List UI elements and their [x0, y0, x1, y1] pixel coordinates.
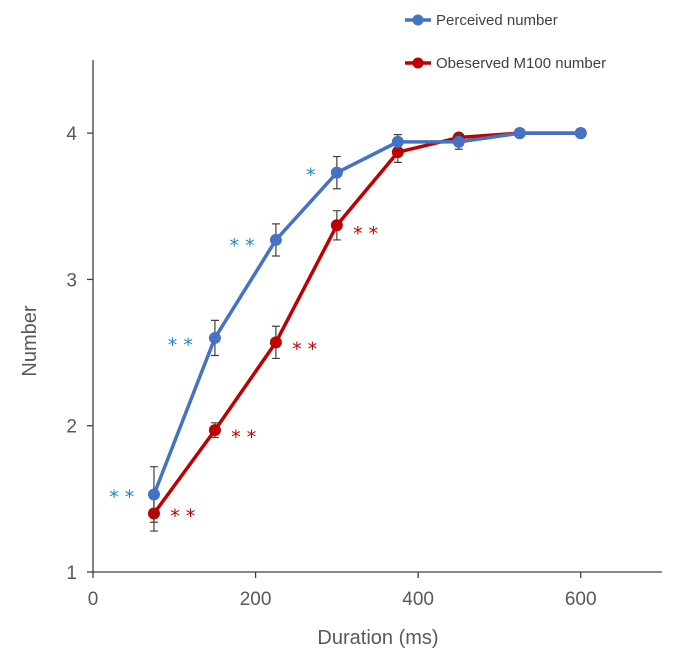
significance-marker: * * [353, 223, 378, 245]
data-point [208, 424, 221, 437]
x-tick-label: 0 [88, 589, 99, 610]
x-tick-label: 200 [240, 589, 272, 610]
x-axis-title: Duration (ms) [317, 627, 438, 649]
significance-marker: * * [170, 505, 195, 527]
legend-swatch-marker [412, 14, 424, 26]
x-tick-label: 400 [402, 589, 434, 610]
legend-entry-m100: Obeserved M100 number [405, 55, 606, 72]
y-axis-title: Number [19, 305, 41, 376]
significance-marker: * * [168, 334, 193, 356]
data-point [147, 488, 160, 501]
data-point [208, 331, 221, 344]
series-layer [147, 127, 587, 532]
significance-marker: * * [231, 426, 256, 448]
y-tick-label: 2 [66, 417, 77, 438]
data-point [330, 219, 343, 232]
significance-marker: * * [292, 339, 317, 361]
significance-marker: * [306, 165, 316, 187]
data-point [513, 127, 526, 140]
y-tick-label: 1 [66, 563, 77, 584]
y-tick-label: 3 [66, 270, 77, 291]
data-point [330, 166, 343, 179]
data-point [574, 127, 587, 140]
legend-label: Obeserved M100 number [436, 55, 606, 72]
data-point [269, 233, 282, 246]
series-line [152, 131, 581, 515]
significance-marker: * * [230, 235, 255, 257]
series-m100 [147, 127, 587, 532]
data-point [452, 135, 465, 148]
data-point [269, 336, 282, 349]
significance-annotations: * * * * * * * * * * * * * * * [109, 165, 378, 528]
x-tick-label: 600 [565, 589, 597, 610]
axis-ticks: 0 200 400 600 1 2 3 4 [66, 124, 596, 610]
series-line [152, 131, 581, 496]
y-tick-label: 4 [66, 124, 77, 145]
legend-entry-perceived: Perceived number [405, 12, 558, 29]
legend-swatch-marker [412, 57, 424, 69]
series-perceived [147, 127, 587, 523]
legend: Perceived number Obeserved M100 number [405, 12, 606, 72]
legend-label: Perceived number [436, 12, 558, 29]
significance-marker: * * [109, 486, 134, 508]
data-point [391, 135, 404, 148]
